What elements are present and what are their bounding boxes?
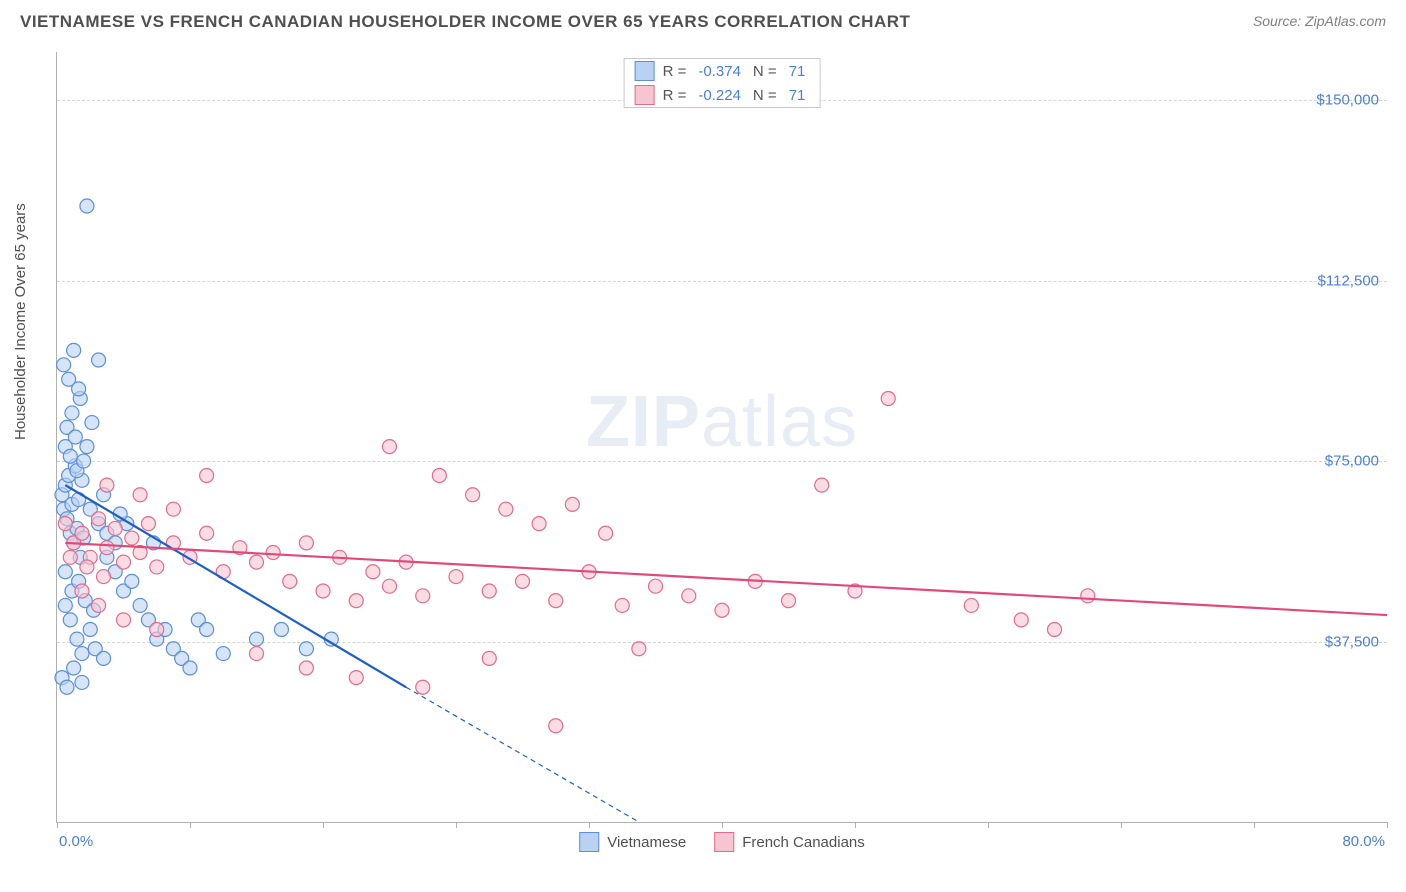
r-label: R = (663, 87, 687, 104)
swatch-french (635, 85, 655, 105)
x-max-label: 80.0% (1342, 833, 1385, 850)
x-min-label: 0.0% (59, 833, 93, 850)
legend-label-vietnamese: Vietnamese (607, 834, 686, 851)
stat-row-french: R = -0.224 N = 71 (625, 83, 820, 107)
stat-row-vietnamese: R = -0.374 N = 71 (625, 59, 820, 83)
chart-title: VIETNAMESE VS FRENCH CANADIAN HOUSEHOLDE… (20, 12, 910, 32)
source-name: ZipAtlas.com (1305, 13, 1386, 29)
source-label: Source: (1253, 13, 1305, 29)
scatter-plot-svg (57, 52, 1387, 822)
source-attribution: Source: ZipAtlas.com (1253, 13, 1386, 31)
swatch-french (714, 832, 734, 852)
legend-label-french: French Canadians (742, 834, 865, 851)
correlation-stat-box: R = -0.374 N = 71 R = -0.224 N = 71 (624, 58, 821, 108)
swatch-vietnamese (579, 832, 599, 852)
y-axis-label: Householder Income Over 65 years (12, 203, 29, 440)
legend-item-vietnamese: Vietnamese (579, 832, 686, 852)
n-label: N = (753, 63, 777, 80)
r-value-vietnamese: -0.374 (698, 63, 741, 80)
r-value-french: -0.224 (698, 87, 741, 104)
r-label: R = (663, 63, 687, 80)
n-value-vietnamese: 71 (789, 63, 806, 80)
n-label: N = (753, 87, 777, 104)
chart-plot-area: ZIPatlas $37,500$75,000$112,500$150,000 … (56, 52, 1387, 823)
swatch-vietnamese (635, 61, 655, 81)
bottom-legend: Vietnamese French Canadians (579, 832, 865, 852)
legend-item-french: French Canadians (714, 832, 865, 852)
n-value-french: 71 (789, 87, 806, 104)
